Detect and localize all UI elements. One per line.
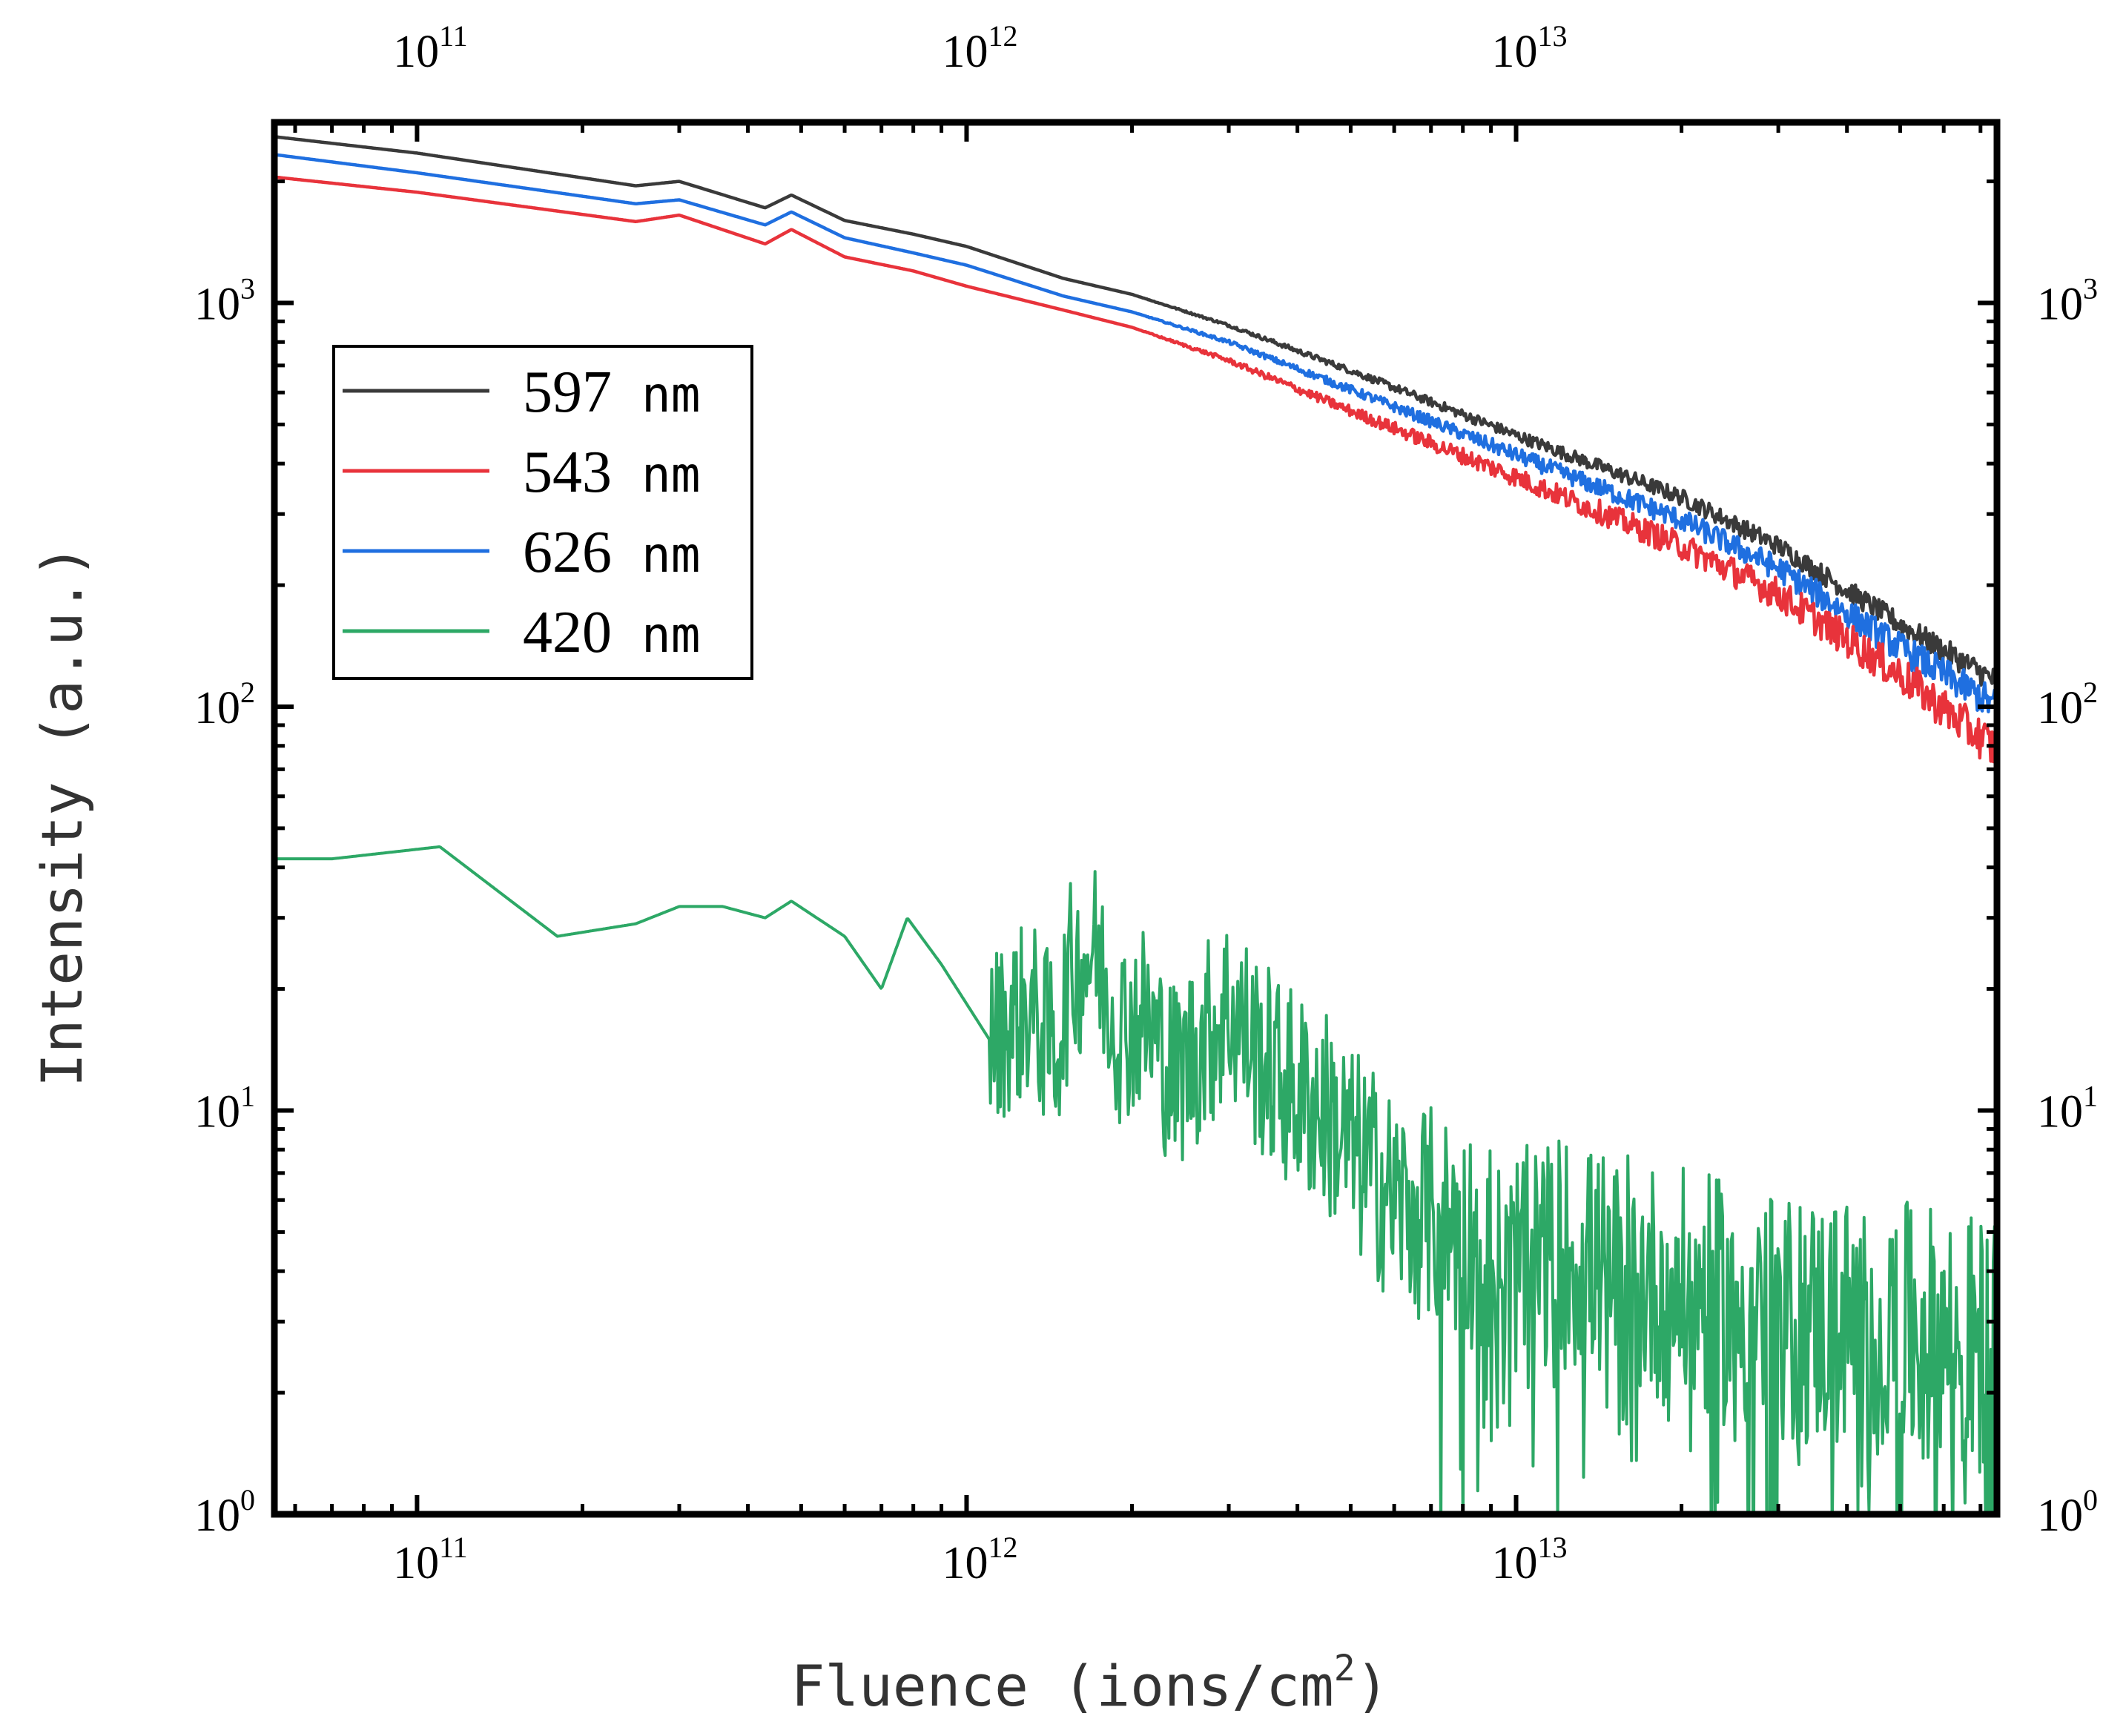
x-axis-title-sup: 2 (1334, 1648, 1356, 1689)
axis-tick-labels: 1011 1011 1012 1012 1013 1013 100 100 101 101 102 1… (194, 19, 2098, 1588)
series-line-626-nm (274, 153, 1997, 713)
x-tick-label-top: 1013 (1492, 19, 1568, 77)
y-tick-label-left: 101 (194, 1079, 255, 1137)
series-layer (274, 135, 1997, 1514)
y-tick-label-right: 101 (2037, 1079, 2098, 1137)
x-tick-label-top: 1011 (393, 19, 468, 77)
y-axis-title: Intensity (a.u.) (29, 544, 95, 1087)
y-tick-label-right: 103 (2037, 271, 2098, 329)
legend-label-420-nm: 420 nm (523, 600, 700, 665)
x-axis-title-close: ) (1356, 1653, 1390, 1719)
series-line-597-nm (274, 135, 1997, 687)
legend-box (332, 345, 753, 680)
legend: 597 nm 543 nm 626 nm 420 nm (332, 345, 753, 680)
series-line-420-nm (274, 845, 1997, 1514)
legend-label-543-nm: 543 nm (523, 440, 700, 505)
x-axis-title-main: Fluence (ions/cm (791, 1653, 1334, 1719)
y-tick-label-right: 102 (2037, 676, 2098, 733)
x-tick-label-bottom: 1012 (942, 1531, 1017, 1588)
axis-ticks (274, 122, 1997, 1516)
legend-label-597-nm: 597 nm (523, 360, 700, 425)
y-tick-label-right: 100 (2037, 1483, 2098, 1541)
y-tick-label-left: 102 (194, 676, 255, 733)
series-line-543-nm (274, 175, 1997, 765)
y-tick-label-left: 103 (194, 271, 255, 329)
y-tick-label-left: 100 (194, 1483, 255, 1541)
legend-label-626-nm: 626 nm (523, 520, 700, 585)
plot-frame (271, 119, 2001, 1518)
x-tick-label-bottom: 1011 (393, 1531, 468, 1588)
x-tick-label-bottom: 1013 (1492, 1531, 1568, 1588)
x-tick-label-top: 1012 (942, 19, 1017, 77)
x-axis-title: Fluence (ions/cm2) (791, 1648, 1390, 1719)
